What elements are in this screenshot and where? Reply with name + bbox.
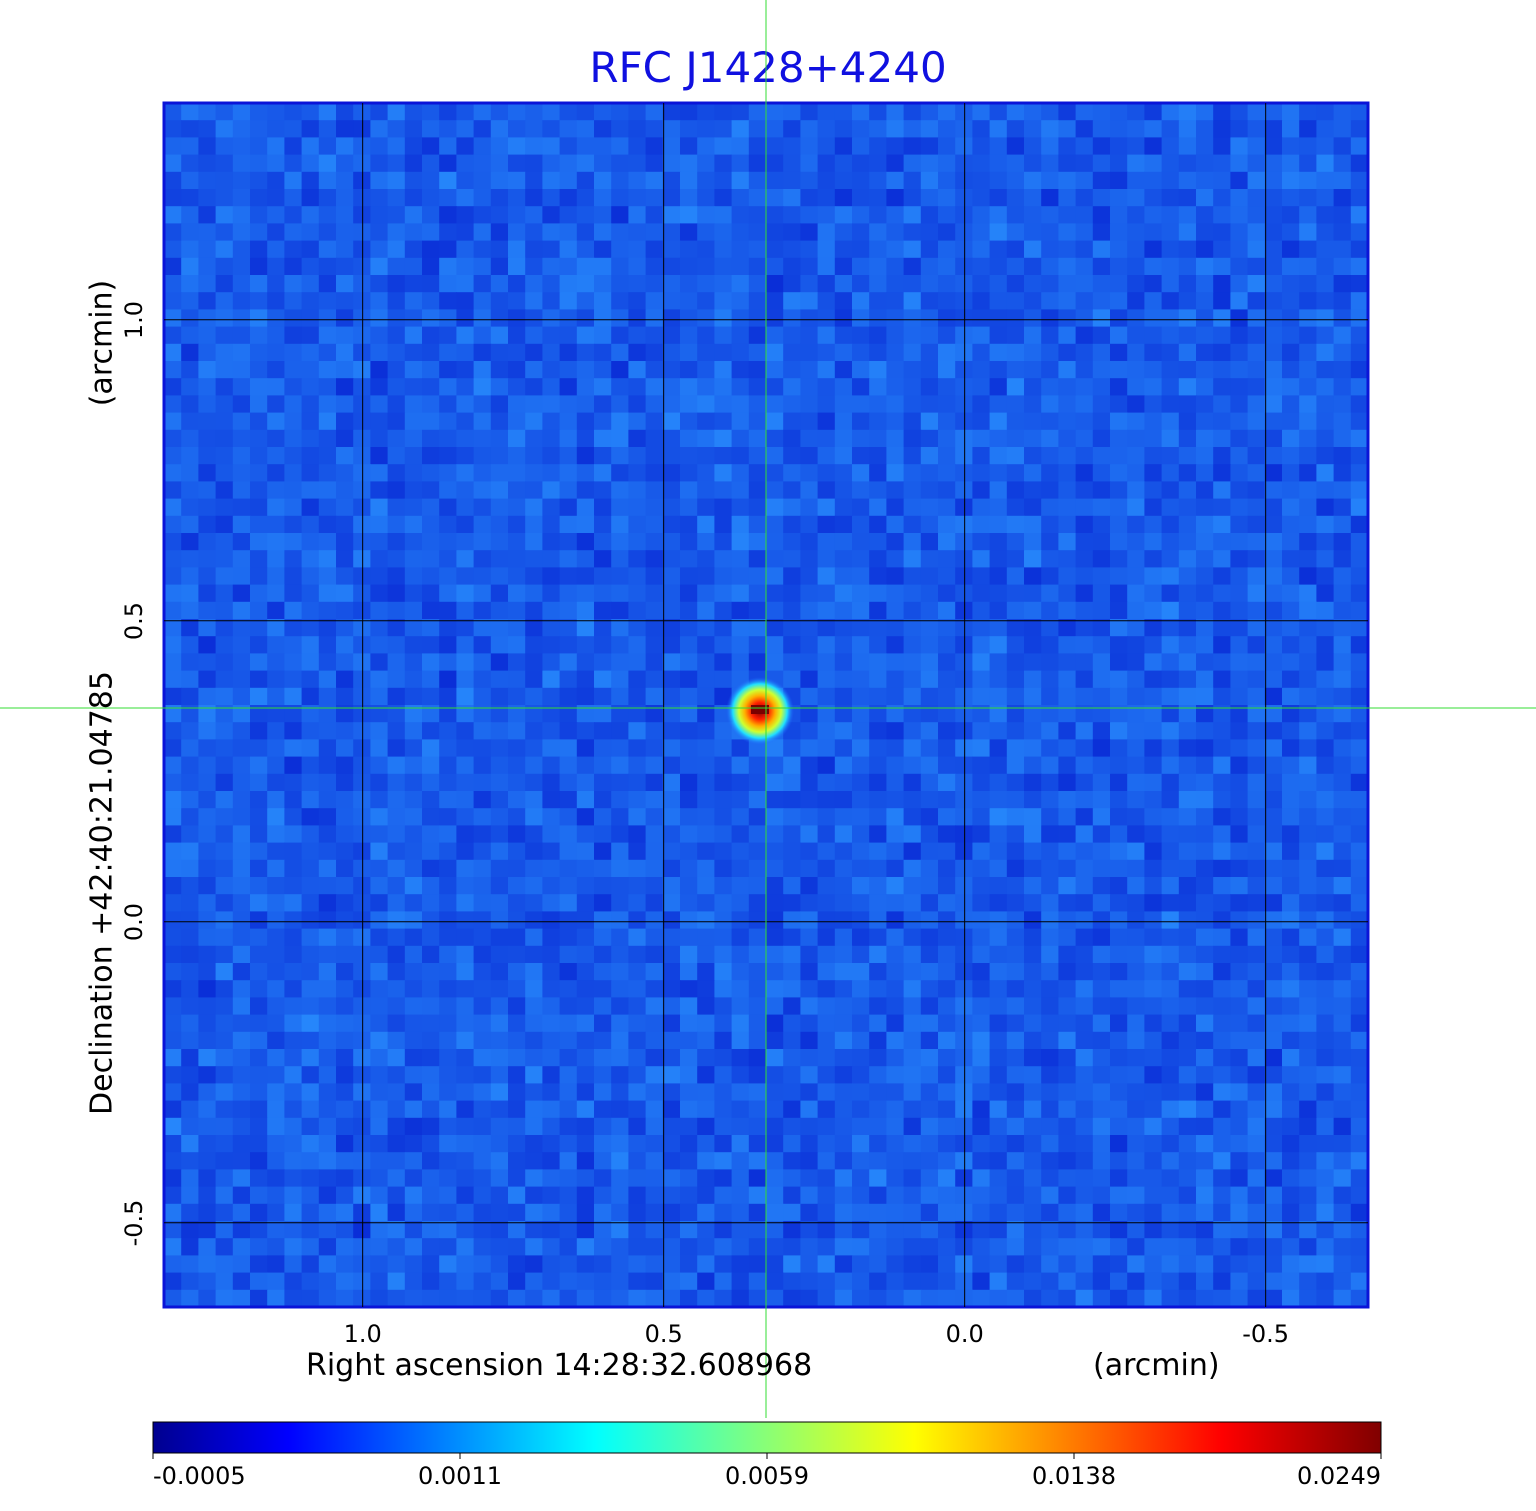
noise-pixels — [164, 103, 1369, 1308]
colorbar-tick-label: 0.0138 — [1032, 1462, 1116, 1490]
chart-title: RFC J1428+4240 — [589, 43, 947, 92]
colorbar — [152, 1421, 1382, 1454]
y-tick-label: 0.5 — [120, 601, 148, 640]
colorbar-ticks — [152, 1453, 1382, 1459]
x-axis-unit: (arcmin) — [1093, 1348, 1220, 1383]
y-tick-label: -0.5 — [120, 1199, 148, 1247]
colorbar-tick-label: -0.0005 — [153, 1462, 246, 1490]
x-axis-label: Right ascension 14:28:32.608968 — [306, 1348, 813, 1383]
x-tick-label: 1.0 — [343, 1320, 382, 1348]
x-tick-label: 0.0 — [945, 1320, 984, 1348]
colorbar-tick-label: 0.0249 — [1297, 1462, 1381, 1490]
y-axis-label: Declination +42:40:21.04785 — [84, 671, 120, 1115]
y-tick-label: 0.0 — [120, 902, 148, 941]
x-tick-label: 0.5 — [644, 1320, 683, 1348]
x-tick-label: -0.5 — [1242, 1320, 1290, 1348]
colorbar-tick-label: 0.0059 — [725, 1462, 809, 1490]
source-peak — [750, 705, 769, 715]
y-tick-label: 1.0 — [120, 300, 148, 339]
colorbar-tick-label: 0.0011 — [418, 1462, 502, 1490]
y-axis-unit: (arcmin) — [84, 279, 120, 407]
